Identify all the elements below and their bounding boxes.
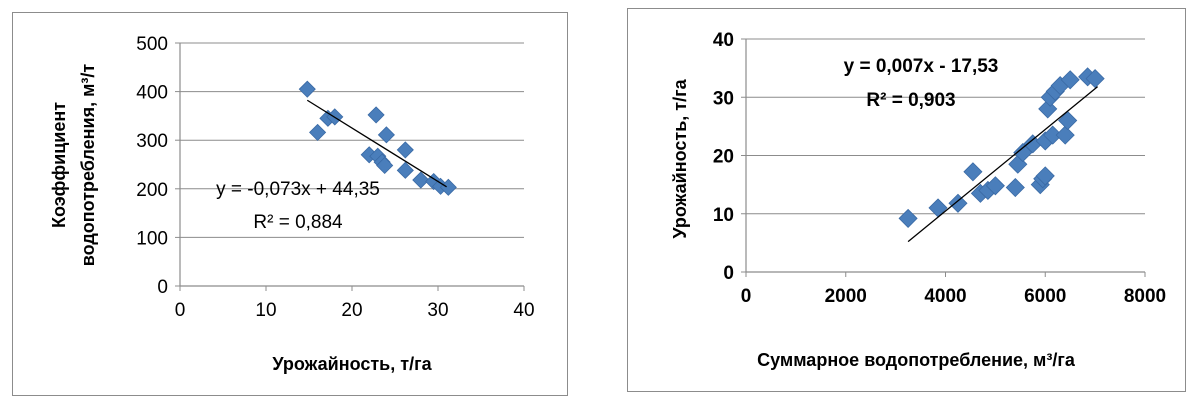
y-tick-label: 30 [713,88,734,109]
data-point [412,171,430,189]
trendline-equation: y = -0,073x + 44,35 [216,179,380,200]
chart-panel-water-coefficient: 0 100 200 300 400 500 0 10 20 30 40 y = -0,073x + 4… [12,12,568,396]
y-tick-label: 0 [723,263,734,284]
y-tick-label: 400 [136,83,168,104]
trendline [907,86,1099,243]
x-tick-label: 4000 [924,286,966,307]
y-tick-label: 200 [136,180,168,201]
x-tick-label: 8000 [1124,286,1166,307]
data-point [1058,110,1078,131]
x-tick-label: 2000 [825,286,867,307]
data-point [298,80,316,98]
x-axis-title: Урожайность, т/га [272,354,432,374]
data-point [985,176,1005,196]
x-tick-label: 10 [255,300,276,321]
data-point [396,141,414,159]
data-point [376,156,394,175]
data-point [1055,125,1075,145]
x-tick-label: 6000 [1024,286,1066,307]
y-tick-label: 40 [713,30,734,51]
data-point [1013,143,1033,163]
x-tick-label: 20 [341,300,362,321]
y-tick-label: 10 [713,205,734,226]
x-axis-title: Суммарное водопотребление, м³/га [757,350,1076,370]
data-point [1035,166,1055,186]
y-tick-label: 500 [136,34,168,55]
x-tick-label: 30 [427,300,448,321]
y-axis-title: Урожайность, т/га [670,78,690,238]
x-tick-label: 0 [175,300,186,321]
data-point [963,162,983,182]
chart-water-coefficient-vs-yield: 0 100 200 300 400 500 0 10 20 30 40 y = -0,073x + 4… [49,34,535,374]
chart-yield-vs-water-use: 0 10 20 30 40 0 2000 4000 6000 8000 y = 0,007x - 1… [670,30,1166,370]
y-axis-title-line2: водопотребления, м³/т [78,64,98,267]
x-tick-label: 0 [741,286,752,307]
data-point [898,208,918,228]
y-tick-label: 20 [713,147,734,168]
y-tick-label: 0 [157,277,168,298]
r-squared-label: R² = 0,884 [253,212,343,233]
x-tick-label: 40 [513,300,534,321]
data-point [309,123,327,141]
chart-panel-yield: 0 10 20 30 40 0 2000 4000 6000 8000 y = 0,007x - 1… [627,8,1186,392]
trendline [306,99,447,188]
data-point [1060,70,1080,90]
data-point [377,126,395,144]
y-tick-label: 300 [136,131,168,152]
trendline-equation: y = 0,007x - 17,53 [844,56,999,77]
y-tick-label: 100 [136,228,168,249]
r-squared-label: R² = 0,903 [866,90,955,111]
data-point [367,106,385,124]
data-point [396,161,414,179]
data-point [1085,69,1105,89]
data-point [948,193,968,213]
y-axis-title-line1: Коэффициент [49,102,69,228]
data-point [1005,177,1025,198]
